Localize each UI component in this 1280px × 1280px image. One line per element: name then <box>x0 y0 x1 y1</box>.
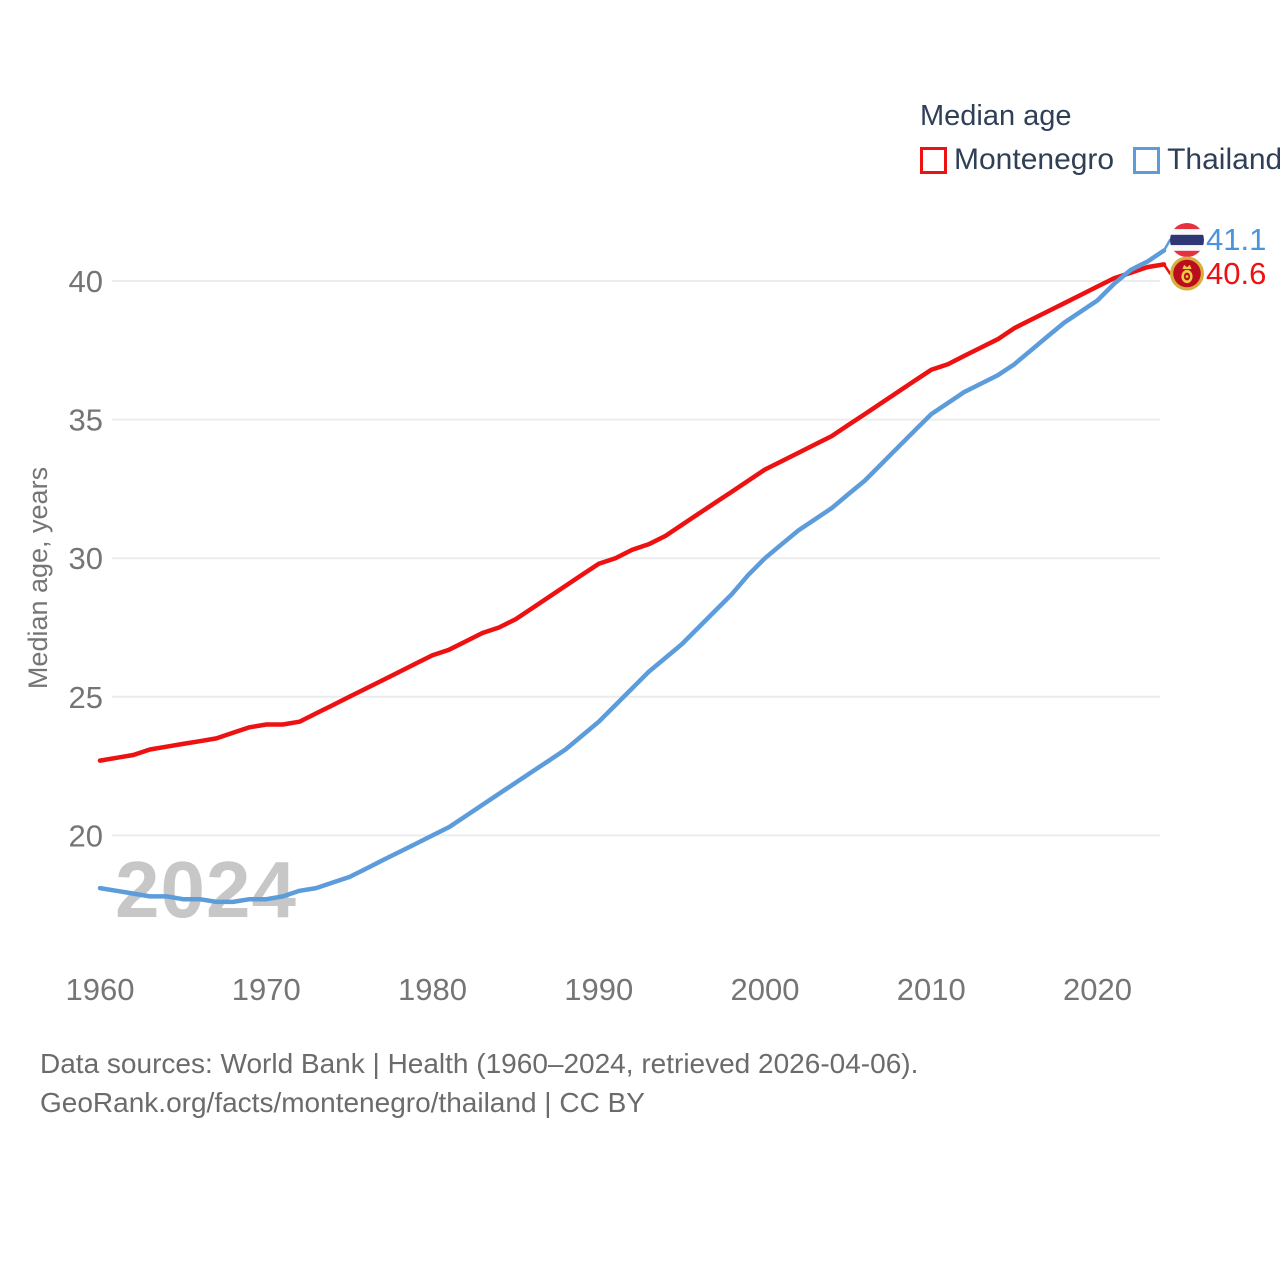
thailand-end-value: 41.1 <box>1206 222 1266 257</box>
thailand-line <box>97 248 1167 905</box>
montenegro-line <box>97 262 1167 763</box>
y-tick-label: 25 <box>69 680 103 715</box>
x-tick-label: 1990 <box>564 972 633 1007</box>
montenegro-end-value: 40.6 <box>1206 256 1266 291</box>
x-tick-label: 2020 <box>1063 972 1132 1007</box>
montenegro-swatch-icon <box>920 146 947 174</box>
thailand-swatch-icon <box>1133 146 1161 174</box>
attribution-link-text[interactable]: GeoRank.org/facts/montenegro/thailand | … <box>40 1087 645 1118</box>
legend-items: Montenegro Thailand <box>920 143 1280 177</box>
y-tick-label: 20 <box>69 818 103 853</box>
x-tick-label: 2000 <box>731 972 800 1007</box>
legend-item-montenegro[interactable]: Montenegro <box>920 143 1114 177</box>
x-tick-label: 1960 <box>66 972 135 1007</box>
legend-item-thailand[interactable]: Thailand <box>1133 143 1280 177</box>
y-axis-title: Median age, years <box>23 467 53 689</box>
x-tick-label: 1970 <box>232 972 301 1007</box>
legend-label-montenegro: Montenegro <box>954 143 1115 176</box>
y-tick-label: 40 <box>69 264 103 299</box>
y-tick-label: 35 <box>69 403 103 438</box>
gridlines: 20 25 30 35 40 1960 1970 1980 1990 2000 2010 2020 <box>66 264 1160 1007</box>
legend-label-thailand: Thailand <box>1167 143 1280 176</box>
montenegro-flag-icon <box>1170 256 1204 291</box>
thailand-flag-icon <box>1170 223 1204 257</box>
y-tick-label: 30 <box>69 541 103 576</box>
x-tick-label: 2010 <box>897 972 966 1007</box>
watermark-year: 2024 <box>115 845 297 934</box>
x-tick-label: 1980 <box>398 972 467 1007</box>
legend: Median age Montenegro Thailand <box>920 100 1280 177</box>
data-sources-text: Data sources: World Bank | Health (1960–… <box>40 1048 919 1079</box>
legend-title: Median age <box>920 100 1072 132</box>
